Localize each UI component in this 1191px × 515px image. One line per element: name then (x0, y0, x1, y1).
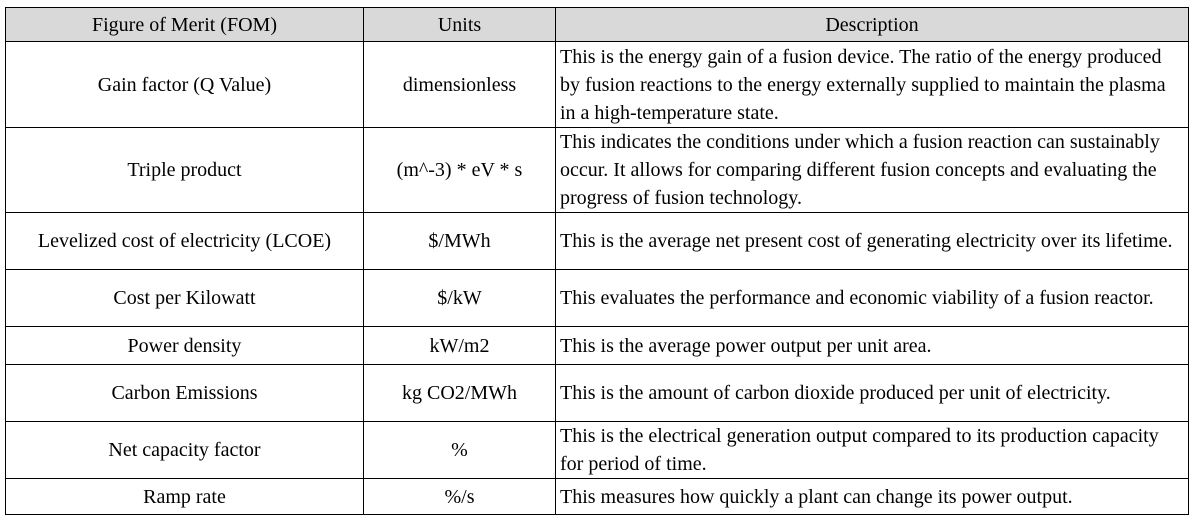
description-cell: This is the average net present cost of … (555, 212, 1189, 270)
description-cell: This is the amount of carbon dioxide pro… (555, 364, 1189, 422)
units-cell: %/s (363, 478, 556, 515)
fom-cell: Ramp rate (5, 478, 364, 515)
description-cell: This measures how quickly a plant can ch… (555, 478, 1189, 515)
table-row: Ramp rate %/s This measures how quickly a … (5, 478, 1189, 515)
description-cell: This is the average power output per uni… (555, 326, 1189, 365)
description-cell: This is the energy gain of a fusion devi… (555, 41, 1189, 128)
header-cell: Units (363, 7, 556, 42)
fom-cell: Carbon Emissions (5, 364, 364, 422)
table-row: Cost per Kilowatt $/kW This evaluates the … (5, 269, 1189, 327)
table-row: Carbon Emissions kg CO2/MWh This is the am… (5, 364, 1189, 422)
units-cell: dimensionless (363, 41, 556, 128)
units-cell: kg CO2/MWh (363, 364, 556, 422)
table-row: Triple product (m^-3) * eV * s This indica… (5, 127, 1189, 213)
units-cell: kW/m2 (363, 326, 556, 365)
table-row: Net capacity factor% This is the electric… (5, 421, 1189, 479)
fom-cell: Levelized cost of electricity (LCOE) (5, 212, 364, 270)
fom-table: Figure of Merit (FOM) Units Description Ga… (5, 7, 1189, 515)
description-cell: This indicates the conditions under whic… (555, 127, 1189, 213)
header-cell: Figure of Merit (FOM) (5, 7, 364, 42)
units-cell: (m^-3) * eV * s (363, 127, 556, 213)
fom-cell: Gain factor (Q Value) (5, 41, 364, 128)
header-cell: Description (555, 7, 1189, 42)
description-cell: This evaluates the performance and econo… (555, 269, 1189, 327)
units-cell: $/MWh (363, 212, 556, 270)
header-row: Figure of Merit (FOM) Units Description (5, 7, 1189, 42)
fom-cell: Cost per Kilowatt (5, 269, 364, 327)
table-row: Levelized cost of electricity (LCOE) $/MW… (5, 212, 1189, 270)
fom-cell: Power density (5, 326, 364, 365)
description-cell: This is the electrical generation output… (555, 421, 1189, 479)
units-cell: $/kW (363, 269, 556, 327)
fom-cell: Triple product (5, 127, 364, 213)
fom-cell: Net capacity factor (5, 421, 364, 479)
units-cell: % (363, 421, 556, 479)
table-row: Power density kW/m2 This is the average po… (5, 326, 1189, 365)
table-row: Gain factor (Q Value) dimensionless This i… (5, 41, 1189, 128)
